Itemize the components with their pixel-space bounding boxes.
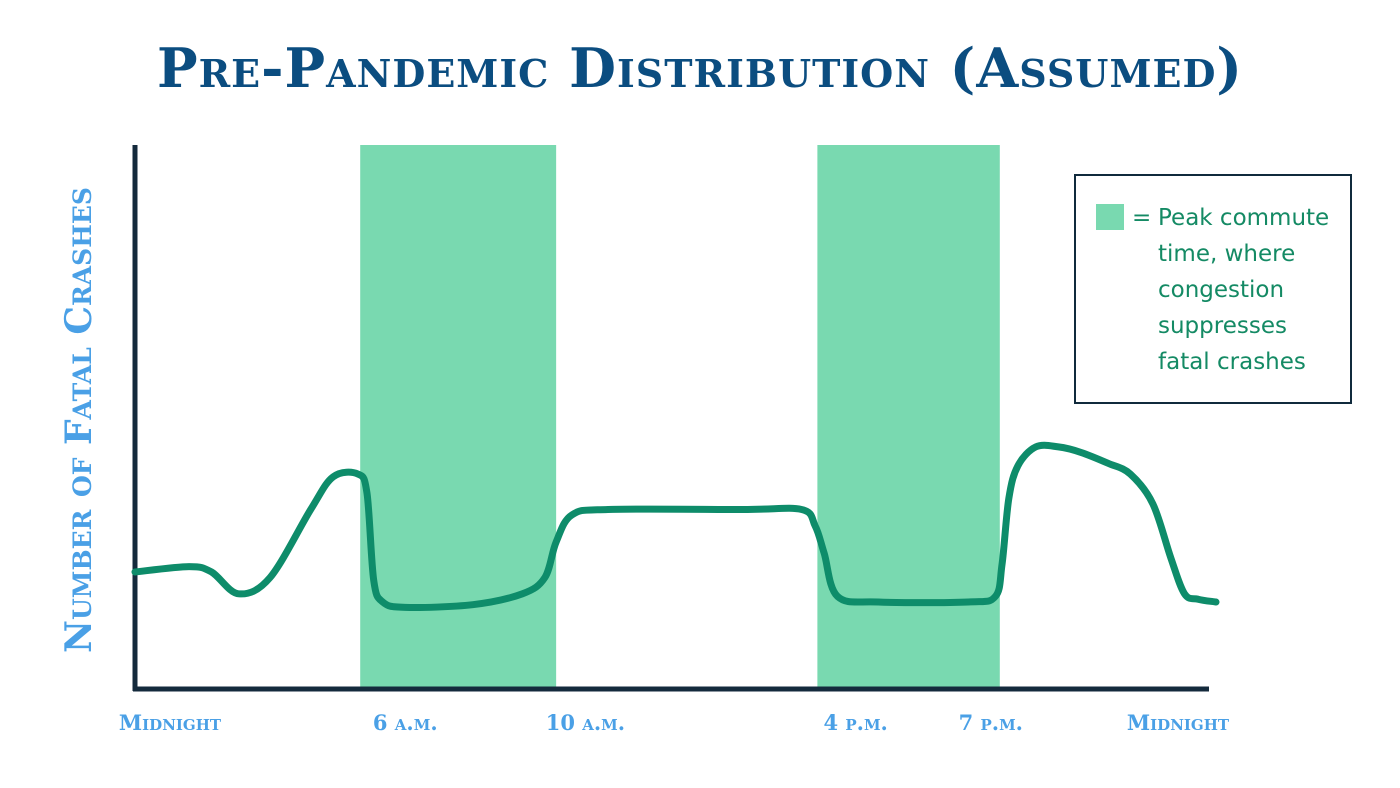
x-tick-label: 7 p.m. — [959, 710, 1023, 735]
y-axis-label-group: Number of Fatal Crashes — [58, 187, 100, 653]
legend-equals-sign: = — [1132, 205, 1152, 231]
x-tick-label: 10 a.m. — [546, 710, 625, 735]
legend-text-block: = Peak commute time, where congestion su… — [1132, 200, 1342, 380]
peak-commute-band-1 — [360, 145, 557, 689]
legend-description: Peak commute time, where congestion supp… — [1158, 205, 1330, 375]
chart-title: Pre-Pandemic Distribution (Assumed) — [157, 36, 1243, 100]
x-tick-labels: Midnight 6 a.m. 10 a.m. 4 p.m. 7 p.m. Midnigh… — [119, 710, 1230, 735]
axes — [132, 145, 1209, 692]
peak-commute-band-2 — [817, 145, 1000, 689]
series-lines — [131, 441, 1220, 612]
x-tick-label: Midnight — [1127, 710, 1230, 735]
x-tick-label: Midnight — [119, 710, 222, 735]
x-tick-label: 4 p.m. — [823, 710, 887, 735]
legend: = Peak commute time, where congestion su… — [1074, 174, 1352, 404]
fatal-crashes-line-1 — [131, 441, 1220, 612]
legend-swatch — [1096, 204, 1124, 230]
y-axis-label: Number of Fatal Crashes — [58, 187, 100, 653]
highlight-bands — [360, 145, 1000, 689]
x-tick-label: 6 a.m. — [373, 710, 438, 735]
